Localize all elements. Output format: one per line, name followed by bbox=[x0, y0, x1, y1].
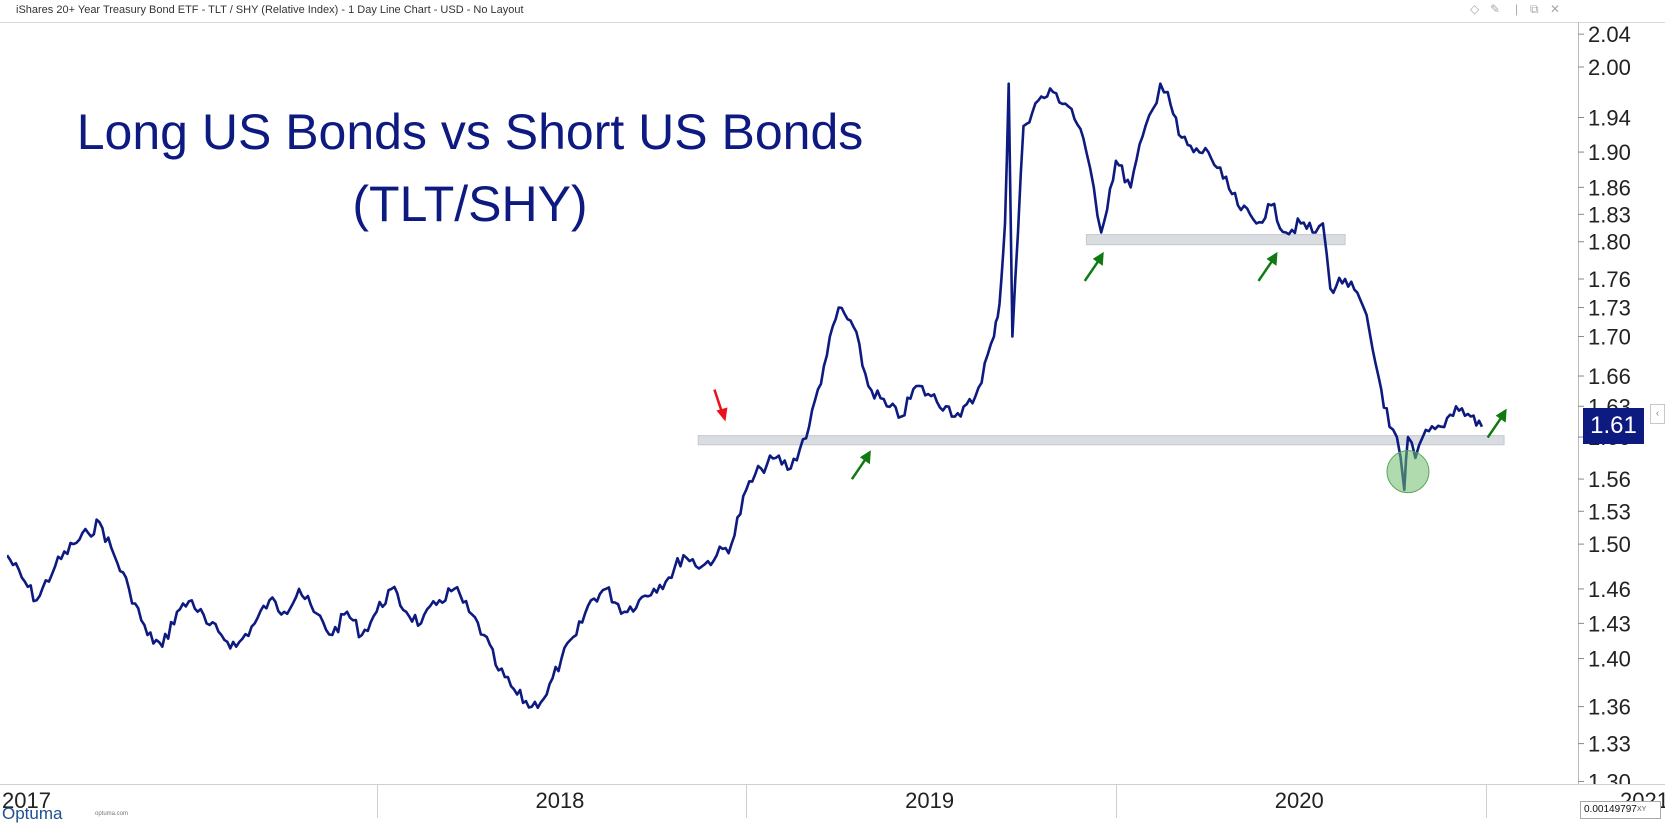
y-axis-line bbox=[1578, 22, 1579, 784]
y-tick-label-11: 1.66 bbox=[1588, 364, 1631, 389]
green-up-arrow-3 bbox=[850, 450, 871, 480]
y-tick-label-16: 1.83 bbox=[1588, 202, 1631, 227]
y-tick-label-20: 2.00 bbox=[1588, 55, 1631, 80]
xy-toggle[interactable]: XY bbox=[1637, 806, 1647, 813]
y-tick-label-4: 1.43 bbox=[1588, 611, 1631, 636]
green-up-arrow-6 bbox=[1486, 408, 1507, 439]
support-bands bbox=[697, 234, 1505, 446]
y-tick-label-8: 1.56 bbox=[1588, 467, 1631, 492]
y-axis[interactable]: 1.301.331.361.401.431.461.501.531.561.60… bbox=[1578, 22, 1665, 784]
y-tick-label-6: 1.50 bbox=[1588, 532, 1631, 557]
highlight-circle bbox=[1386, 450, 1430, 494]
red-down-arrow-2 bbox=[713, 389, 728, 422]
x-year-separator-3 bbox=[1115, 784, 1117, 818]
y-tick-label-13: 1.73 bbox=[1588, 296, 1631, 321]
y-tick-label-3: 1.40 bbox=[1588, 647, 1631, 672]
chevron-left-icon[interactable]: ‹ bbox=[1650, 404, 1665, 424]
y-tick-label-17: 1.86 bbox=[1588, 175, 1631, 200]
last-value-badge: 1.61 bbox=[1583, 408, 1644, 444]
pin-icon[interactable]: ✎ bbox=[1490, 2, 1501, 16]
support-band-1 bbox=[697, 435, 1505, 446]
y-tick-label-15: 1.80 bbox=[1588, 230, 1631, 255]
chart-title: Long US Bonds vs Short US Bonds (TLT/SHY… bbox=[30, 96, 910, 240]
diamond-icon[interactable]: ◇ bbox=[1470, 2, 1480, 16]
chart-title-subtitle: (TLT/SHY) bbox=[352, 176, 588, 232]
y-tick-label-18: 1.90 bbox=[1588, 140, 1631, 165]
scale-readout[interactable]: 0.00149797 bbox=[1580, 801, 1661, 819]
annotation-layer bbox=[713, 251, 1507, 494]
y-tick-label-14: 1.76 bbox=[1588, 267, 1631, 292]
x-year-separator-2 bbox=[746, 784, 748, 818]
y-tick-label-12: 1.70 bbox=[1588, 325, 1631, 350]
x-tick-label-2020: 2020 bbox=[1274, 788, 1324, 813]
y-tick-label-21: 2.04 bbox=[1588, 22, 1631, 47]
optuma-logo: Optuma bbox=[2, 804, 63, 823]
green-up-arrow-4 bbox=[1083, 251, 1104, 282]
close-icon[interactable]: ✕ bbox=[1550, 2, 1561, 16]
price-line-layer bbox=[7, 82, 1484, 710]
x-tick-label-2019: 2019 bbox=[905, 788, 955, 813]
y-tick-label-0: 1.30 bbox=[1588, 769, 1631, 784]
support-band-2 bbox=[1085, 234, 1346, 246]
chart-header-title: iShares 20+ Year Treasury Bond ETF - TLT… bbox=[16, 4, 524, 16]
x-axis[interactable] bbox=[0, 784, 1665, 828]
y-tick-label-19: 1.94 bbox=[1588, 106, 1631, 131]
chart-title-main: Long US Bonds vs Short US Bonds bbox=[76, 104, 864, 160]
separator-icon: | bbox=[1515, 2, 1519, 16]
y-tick-label-1: 1.33 bbox=[1588, 732, 1631, 757]
y-tick-label-7: 1.53 bbox=[1588, 499, 1631, 524]
y-tick-label-2: 1.36 bbox=[1588, 695, 1631, 720]
restore-window-icon[interactable]: ⧉ bbox=[1530, 2, 1539, 16]
x-year-separator-1 bbox=[376, 784, 378, 818]
chart-header: iShares 20+ Year Treasury Bond ETF - TLT… bbox=[0, 0, 1665, 23]
optuma-site: optuma.com bbox=[95, 811, 129, 817]
x-tick-label-2018: 2018 bbox=[535, 788, 585, 813]
price-series-line[interactable] bbox=[7, 82, 1484, 710]
y-tick-label-5: 1.46 bbox=[1588, 577, 1631, 602]
plot-area[interactable] bbox=[7, 22, 1578, 784]
x-tick-label-2017: 2017 bbox=[2, 788, 51, 813]
x-year-separator-4 bbox=[1485, 784, 1487, 818]
green-up-arrow-5 bbox=[1257, 251, 1278, 282]
